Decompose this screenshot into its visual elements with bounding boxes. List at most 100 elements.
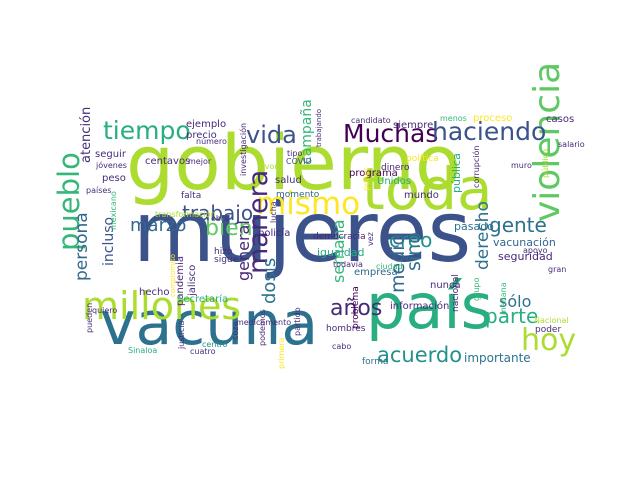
word-marzo: marzo: [130, 215, 187, 236]
word-cabo: cabo: [332, 342, 352, 351]
word-candidato: candidato: [351, 116, 391, 125]
word-grupo: grupo: [472, 277, 481, 301]
word-primera: primera: [277, 337, 286, 370]
word-tipo: tipo: [287, 149, 303, 158]
word-poder: poder: [535, 325, 562, 335]
word-toda: toda: [362, 155, 493, 223]
word-gente: gente: [489, 213, 547, 237]
word-importante: importante: [464, 351, 531, 365]
word-hecho: hecho: [139, 287, 170, 298]
word-empresa: empresa: [354, 267, 398, 278]
word-política: política: [406, 154, 439, 164]
word-medicamento: medicamento: [236, 318, 292, 327]
word-obra: obra: [211, 214, 230, 223]
word-seguridad: seguridad: [498, 250, 553, 263]
word-ciudad: ciudad: [376, 262, 403, 271]
word-vacunación: vacunación: [493, 236, 556, 249]
word-nacional: Nacional: [534, 316, 569, 325]
word-mundo: mundo: [404, 190, 439, 201]
word-menos: menos: [440, 114, 467, 123]
word-sigue: sigue: [214, 255, 239, 265]
word-atención: atención: [79, 106, 94, 163]
word-seguir: seguir: [95, 149, 126, 160]
word-transformación: transformación: [155, 210, 216, 219]
word-salud: salud: [275, 175, 302, 186]
word-bien: bien: [205, 216, 253, 241]
word-millones: millones: [82, 284, 242, 328]
word-mujeres: mujeres: [133, 183, 472, 281]
word-forma: forma: [362, 357, 389, 367]
word-centavos: centavos: [145, 156, 191, 167]
word-casos: casos: [546, 114, 575, 125]
word-trabajando: trabajando: [315, 108, 323, 147]
word-jalisco: jalisco: [187, 264, 198, 296]
word-partido: partido: [293, 307, 302, 336]
word-años: años: [330, 296, 383, 321]
word-pública: pública: [450, 153, 463, 193]
word-siempre: siempre: [393, 120, 434, 131]
word-salario: salario: [558, 140, 585, 149]
word-peso: peso: [102, 173, 126, 184]
word-lucha: lucha: [269, 201, 278, 223]
word-vida: vida: [246, 121, 297, 149]
word-nacional: nacional: [451, 274, 461, 312]
word-cuatro: cuatro: [190, 347, 216, 356]
word-muro: muro: [511, 161, 532, 170]
word-sino: sino: [403, 232, 425, 271]
word-países: países: [86, 186, 112, 195]
word-creo: creo: [389, 228, 433, 252]
word-centro: centro: [202, 340, 228, 349]
word-información: información: [390, 301, 450, 312]
word-dosis: dosis: [259, 257, 280, 304]
word-dinero: dinero: [381, 163, 410, 173]
word-investigación: investigación: [239, 122, 248, 176]
word-igualdad: igualdad: [317, 246, 365, 259]
word-proceso: proceso: [473, 113, 513, 124]
word-coza: coza: [231, 321, 240, 340]
word-quiero: quiero: [92, 306, 118, 315]
word-justicia: justicia: [177, 320, 186, 349]
word-país: país: [366, 270, 493, 343]
word-policía: policía: [258, 228, 291, 239]
word-problema: problema: [351, 286, 361, 329]
word-ejemplo: ejemplo: [186, 119, 227, 130]
word-covid: COVID: [286, 157, 312, 166]
word-hizo: hizo: [214, 247, 233, 257]
word-vez: vez: [366, 232, 375, 246]
word-mañana: mañana: [499, 282, 508, 315]
word-momento: momento: [276, 190, 320, 200]
word-jóvenes: jóvenes: [96, 161, 127, 170]
word-sólo: sólo: [499, 292, 532, 311]
word-gran: gran: [548, 265, 567, 274]
word-mejor: mejor: [188, 157, 212, 166]
word-falta: falta: [181, 191, 202, 201]
word-hoy: hoy: [521, 323, 577, 358]
word-unidos: Unidos: [377, 176, 412, 187]
word-todavía: todavía: [333, 260, 363, 269]
word-secretaría: Secretaría: [177, 294, 229, 305]
word-parte: parte: [485, 304, 539, 328]
word-trabajo: trabajo: [182, 201, 254, 225]
word-pueden: pueden: [85, 302, 94, 333]
word-acuerdo: acuerdo: [377, 343, 463, 367]
word-mexicano: mexicano: [109, 191, 118, 230]
word-democracia: democracia: [313, 232, 366, 242]
word-favor: favor: [257, 162, 278, 171]
word-programa: programa: [349, 168, 398, 179]
word-derecho: derecho: [473, 201, 493, 270]
word-haciendo: haciendo: [432, 117, 547, 146]
word-corrupción: corrupción: [472, 145, 481, 188]
word-general: general: [234, 220, 253, 281]
word-precio: precio: [186, 130, 217, 141]
word-nunca: nunca: [430, 280, 461, 291]
word-hombres: hombres: [326, 324, 366, 334]
word-muchas: Muchas: [343, 119, 439, 148]
word-número: número: [196, 137, 227, 146]
word-público: público: [541, 149, 550, 178]
word-apoyo: apoyo: [523, 246, 548, 255]
word-sinaloa: Sinaloa: [128, 346, 158, 355]
word-gobierno: gobierno: [126, 118, 462, 207]
word-persona: persona: [72, 212, 92, 281]
word-mismo: mismo: [256, 186, 361, 222]
